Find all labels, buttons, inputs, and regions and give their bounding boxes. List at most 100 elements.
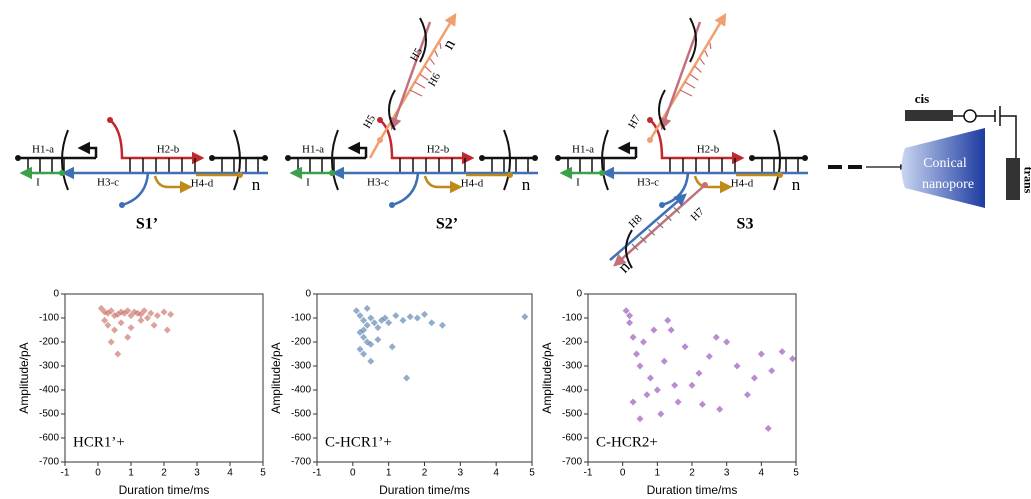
x-tick-label: 3	[724, 468, 730, 479]
strand	[617, 141, 638, 158]
panel-title: S1’	[136, 216, 158, 233]
point	[723, 338, 731, 346]
circuit	[953, 115, 1017, 158]
strand	[625, 229, 633, 269]
strand-label: H3-c	[637, 177, 659, 189]
strand-end	[659, 202, 665, 208]
base-pair	[648, 228, 656, 236]
point	[403, 374, 411, 382]
point	[101, 316, 109, 324]
base-pair	[694, 65, 702, 73]
point	[104, 321, 112, 329]
point	[367, 340, 375, 348]
strand-end	[59, 170, 65, 176]
ammeter	[963, 109, 977, 123]
strand	[61, 129, 69, 191]
strand-label: n	[252, 175, 261, 194]
point	[153, 312, 161, 320]
point	[114, 350, 122, 358]
strand-end	[119, 202, 125, 208]
y-tick-label: -100	[39, 313, 59, 324]
point	[705, 352, 713, 360]
y-tick-label: -100	[291, 313, 311, 324]
strand-end	[237, 172, 243, 178]
base-pair	[414, 81, 426, 89]
point	[363, 304, 371, 312]
strand-label: n	[522, 175, 531, 194]
point	[127, 324, 135, 332]
strand-label: H2-b	[157, 144, 180, 156]
base-pair	[429, 58, 436, 65]
point	[137, 316, 145, 324]
y-tick-label: -400	[39, 385, 59, 396]
strand-end	[777, 172, 783, 178]
point	[356, 312, 364, 320]
point	[385, 319, 393, 327]
battery	[994, 106, 1001, 126]
base-pair	[656, 221, 664, 229]
x-tick-label: 4	[227, 468, 233, 479]
point	[374, 336, 382, 344]
point	[664, 316, 672, 324]
trans-label: trans	[1021, 167, 1031, 194]
x-tick-label: -1	[61, 468, 70, 479]
strand-end	[377, 117, 383, 123]
x-axis-title: Duration time/ms	[119, 483, 210, 497]
point	[370, 319, 378, 327]
point	[360, 326, 368, 334]
base-pair	[684, 81, 696, 89]
strand-end	[647, 137, 653, 143]
point	[629, 398, 637, 406]
x-tick-label: -1	[584, 468, 593, 479]
point	[144, 314, 151, 322]
point	[629, 333, 637, 341]
point	[643, 391, 651, 399]
y-tick-label: 0	[305, 289, 311, 300]
point	[636, 362, 644, 370]
strand-label: H5	[361, 113, 378, 131]
strand	[347, 141, 368, 158]
strand-label: H3-c	[367, 177, 389, 189]
y-tick-label: -700	[39, 457, 59, 468]
strand	[609, 193, 687, 261]
charts: 0-100-200-300-400-500-600-700-1 0 1 2 3 4 5Dur…	[17, 289, 799, 498]
diagram: H1-a H2-b I H3-c H4-d n S1’ H1-a H2-b I H3-c H4-d n S…	[15, 12, 1031, 277]
strand-label: H1-a	[302, 144, 324, 156]
y-tick-label: -300	[562, 361, 582, 372]
strand	[423, 175, 463, 194]
y-tick-label: 0	[53, 289, 59, 300]
y-tick-label: -300	[39, 361, 59, 372]
point	[111, 326, 118, 334]
strand-end	[285, 155, 291, 161]
point	[167, 310, 175, 318]
y-tick-label: -200	[291, 337, 311, 348]
point	[639, 338, 647, 346]
point	[657, 410, 665, 418]
strand-label: n	[438, 35, 459, 52]
strand-label: H4-d	[461, 178, 484, 190]
point	[406, 313, 414, 321]
strand	[388, 89, 396, 131]
strand	[379, 119, 475, 165]
strand-label: H1-a	[572, 144, 594, 156]
y-axis-title: Amplitude/pA	[269, 342, 283, 413]
point	[622, 307, 630, 315]
point	[716, 405, 724, 413]
x-tick-label: 0	[95, 468, 101, 479]
y-tick-label: -600	[562, 433, 582, 444]
y-tick-label: -700	[291, 457, 311, 468]
panel-title: S2’	[436, 216, 458, 233]
y-tick-label: 0	[576, 289, 582, 300]
point	[660, 357, 668, 365]
y-tick-label: -100	[562, 313, 582, 324]
point	[733, 362, 741, 370]
point	[147, 309, 155, 317]
strand-label: I	[36, 177, 40, 189]
strand-label: H2-b	[697, 144, 720, 156]
strand-label: H1-a	[32, 144, 54, 156]
x-tick-label: 4	[493, 468, 499, 479]
point	[107, 307, 115, 315]
point	[140, 307, 148, 315]
x-axis-title: Duration time/ms	[379, 483, 470, 497]
